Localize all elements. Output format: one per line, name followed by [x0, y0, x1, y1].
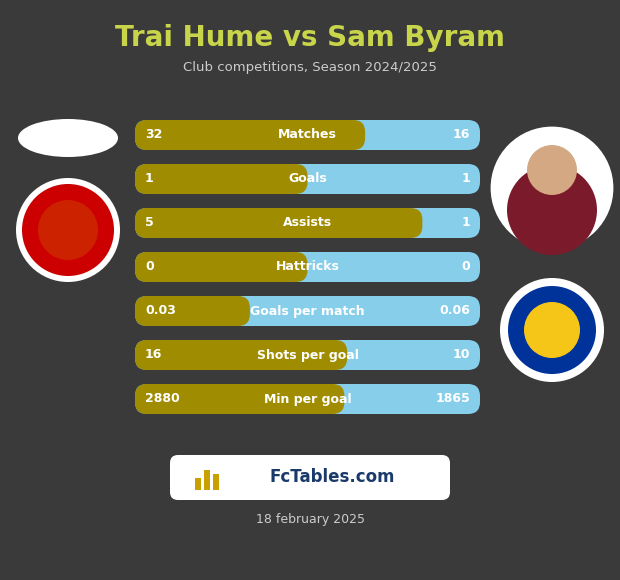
- Circle shape: [492, 128, 612, 248]
- Text: 1: 1: [145, 172, 154, 186]
- Text: 0.03: 0.03: [145, 304, 176, 317]
- PathPatch shape: [135, 340, 480, 370]
- Text: Hattricks: Hattricks: [275, 260, 339, 274]
- Text: Club competitions, Season 2024/2025: Club competitions, Season 2024/2025: [183, 61, 437, 74]
- Bar: [213, 474, 219, 490]
- Circle shape: [508, 286, 596, 374]
- PathPatch shape: [135, 384, 480, 414]
- Text: 18 february 2025: 18 february 2025: [255, 513, 365, 527]
- PathPatch shape: [135, 296, 480, 326]
- PathPatch shape: [170, 455, 450, 500]
- PathPatch shape: [135, 208, 480, 238]
- PathPatch shape: [135, 164, 480, 194]
- PathPatch shape: [135, 164, 308, 194]
- Text: Min per goal: Min per goal: [264, 393, 352, 405]
- Text: Goals per match: Goals per match: [250, 304, 365, 317]
- Text: 1: 1: [461, 172, 470, 186]
- Text: Trai Hume vs Sam Byram: Trai Hume vs Sam Byram: [115, 24, 505, 52]
- Text: 5: 5: [145, 216, 154, 230]
- PathPatch shape: [135, 208, 422, 238]
- Text: 10: 10: [453, 349, 470, 361]
- Circle shape: [38, 200, 98, 260]
- PathPatch shape: [135, 120, 365, 150]
- Bar: [204, 470, 210, 490]
- Circle shape: [524, 302, 580, 358]
- PathPatch shape: [135, 120, 480, 150]
- PathPatch shape: [135, 296, 250, 326]
- Text: Goals: Goals: [288, 172, 327, 186]
- Circle shape: [507, 165, 597, 255]
- Circle shape: [16, 178, 120, 282]
- Text: 2880: 2880: [145, 393, 180, 405]
- PathPatch shape: [135, 252, 308, 282]
- Circle shape: [22, 184, 114, 276]
- Text: 0.06: 0.06: [439, 304, 470, 317]
- PathPatch shape: [135, 384, 345, 414]
- Text: 0: 0: [145, 260, 154, 274]
- Bar: [195, 478, 201, 490]
- Text: 1: 1: [461, 216, 470, 230]
- Text: FcTables.com: FcTables.com: [270, 469, 395, 487]
- Ellipse shape: [18, 119, 118, 157]
- Text: 32: 32: [145, 129, 162, 142]
- Text: Shots per goal: Shots per goal: [257, 349, 358, 361]
- Text: Assists: Assists: [283, 216, 332, 230]
- Text: 16: 16: [453, 129, 470, 142]
- Text: Matches: Matches: [278, 129, 337, 142]
- Text: 16: 16: [145, 349, 162, 361]
- Circle shape: [500, 278, 604, 382]
- Text: 1865: 1865: [435, 393, 470, 405]
- Text: 0: 0: [461, 260, 470, 274]
- PathPatch shape: [135, 252, 480, 282]
- PathPatch shape: [135, 340, 347, 370]
- Circle shape: [527, 145, 577, 195]
